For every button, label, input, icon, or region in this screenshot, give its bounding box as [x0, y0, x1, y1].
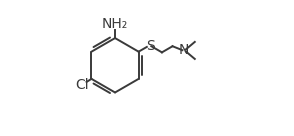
Text: N: N — [179, 43, 189, 57]
Text: NH₂: NH₂ — [102, 17, 128, 31]
Text: Cl: Cl — [76, 78, 89, 92]
Text: S: S — [146, 39, 155, 53]
